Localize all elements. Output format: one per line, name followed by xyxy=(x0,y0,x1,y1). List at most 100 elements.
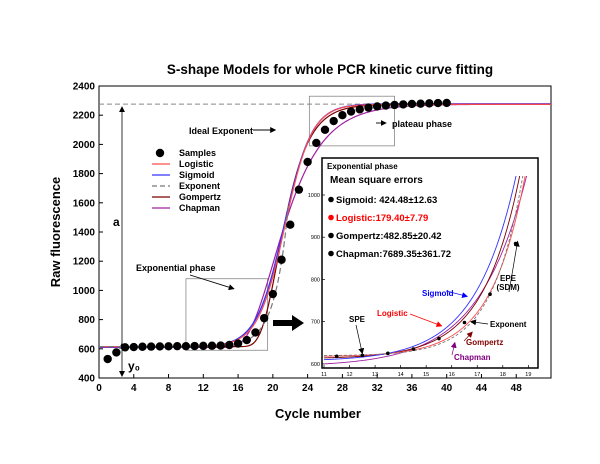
inset-label-sigmoid: Sigmoid xyxy=(422,289,454,298)
inset-label-logistic: Logistic xyxy=(377,309,408,318)
x-tick-label: 16 xyxy=(233,383,245,394)
mse-entry: Chapman:7689.35±361.72 xyxy=(336,249,451,260)
legend-label: Samples xyxy=(179,148,216,158)
y-tick-label: 800 xyxy=(78,315,95,326)
inset-x-tick-label: 16 xyxy=(449,372,455,378)
inset-sample-point xyxy=(334,354,339,359)
inset-y-tick-label: 600 xyxy=(311,362,320,368)
sample-point xyxy=(364,103,373,112)
legend-marker-samples xyxy=(155,148,165,158)
y-tick-label: 1000 xyxy=(73,286,96,297)
sample-point xyxy=(207,341,217,350)
exponential-box xyxy=(185,278,269,351)
x-tick-label: 36 xyxy=(406,383,418,394)
sample-point xyxy=(242,335,251,345)
mse-bullet xyxy=(328,196,334,203)
main-axes: 0 4 8 12 16 20 24 28 32 36 40 44 4840060080010001200… xyxy=(73,82,522,395)
inset-sample-point xyxy=(411,347,416,351)
sample-point xyxy=(329,116,338,126)
legend-label: Logistic xyxy=(179,159,214,169)
sample-point xyxy=(416,99,425,108)
x-tick-label: 40 xyxy=(441,383,453,394)
inset-label-spe: SPE xyxy=(349,315,366,324)
inset-x-tick-label: 17 xyxy=(474,372,480,378)
inset-y-tick-label: 900 xyxy=(311,235,320,241)
inset-y-tick-label: 1000 xyxy=(308,193,320,199)
y-tick-label: 400 xyxy=(78,374,95,385)
spe-arrow xyxy=(355,324,365,355)
inset-curves xyxy=(324,176,528,365)
inset-sample-point xyxy=(386,351,390,356)
sample-point xyxy=(407,99,417,109)
mse-entry: Gompertz:482.85±20.42 xyxy=(336,231,442,242)
sample-point xyxy=(286,220,295,229)
sample-point xyxy=(442,98,451,108)
exponential-arrow xyxy=(189,274,235,291)
inset-y-tick-label: 800 xyxy=(311,277,320,283)
exponential-label: Exponential phase xyxy=(136,263,216,273)
inset-label-epe: EPE xyxy=(500,274,517,283)
sample-point xyxy=(338,111,347,120)
sample-point xyxy=(225,340,234,350)
sample-point xyxy=(112,348,121,357)
inset-text: Exponential phase Mean square errors Sigmo… xyxy=(327,162,527,362)
inset-series-gompertz xyxy=(324,176,521,359)
epe-arrow xyxy=(508,240,520,293)
sample-point xyxy=(390,100,399,110)
sigmoid-arrow xyxy=(445,290,469,299)
ideal-exponent-label: Ideal Exponent xyxy=(189,126,253,136)
sample-point xyxy=(355,105,364,114)
inset-x-tick-label: 11 xyxy=(321,372,327,378)
x-tick-label: 8 xyxy=(166,383,172,394)
inset-series-exponent xyxy=(324,176,524,357)
a-label: a xyxy=(113,215,120,229)
inset-label-gompertz: Gompertz xyxy=(466,338,503,347)
legend-label: Sigmoid xyxy=(179,170,215,180)
sample-point xyxy=(103,354,112,364)
inset-sample-point xyxy=(488,292,492,297)
inset-sample-point xyxy=(437,336,441,341)
inset-label-sdm: (SDM) xyxy=(496,283,519,292)
sample-point xyxy=(277,255,286,264)
sample-point xyxy=(259,313,269,323)
sample-point xyxy=(320,125,330,134)
y-tick-label: 1600 xyxy=(73,198,96,209)
mse-bullet xyxy=(328,214,334,221)
sample-point xyxy=(233,339,243,348)
sample-point xyxy=(433,98,443,108)
inset-x-tick-label: 14 xyxy=(398,372,404,378)
inset-sample-point xyxy=(360,353,365,358)
sample-point xyxy=(399,100,408,109)
inset-axes: 11 12 13 14 15 16 17 18 19 600 700 800 900 1000 xyxy=(308,193,532,378)
sample-point xyxy=(268,289,278,299)
mse-bullet xyxy=(328,232,334,239)
inset-x-tick-label: 19 xyxy=(525,372,531,378)
y0-label: y₀ xyxy=(128,359,140,373)
inset-frame xyxy=(321,157,539,369)
mse-entry: Sigmoid: 424.48±12.63 xyxy=(336,195,437,206)
mse-bullet xyxy=(328,250,334,257)
legend-label: Exponent xyxy=(179,181,220,191)
plateau-label: plateau phase xyxy=(392,119,452,129)
sample-point xyxy=(381,101,391,110)
plateau-box xyxy=(308,95,395,147)
inset-title: Exponential phase xyxy=(327,162,398,171)
inset-x-tick-label: 13 xyxy=(372,372,378,378)
inset-series-chapman xyxy=(324,176,528,365)
mse-entry: Logistic:179.40±7.79 xyxy=(336,213,428,224)
gompertz-arrow xyxy=(463,331,473,342)
legend: SamplesLogisticSigmoidExponentGompertzCh… xyxy=(152,148,222,213)
sample-point xyxy=(181,341,191,351)
x-tick-label: 48 xyxy=(511,383,523,394)
y-tick-label: 2200 xyxy=(73,111,96,122)
inset-subtitle: Mean square errors xyxy=(330,175,423,186)
sample-point xyxy=(312,138,321,148)
sample-point xyxy=(120,343,130,352)
x-tick-label: 44 xyxy=(476,383,488,394)
x-tick-label: 12 xyxy=(198,383,210,394)
main-samples xyxy=(103,98,451,364)
sample-point xyxy=(146,342,156,351)
inset-series-sigmoid xyxy=(324,176,517,361)
sample-point xyxy=(425,99,434,108)
